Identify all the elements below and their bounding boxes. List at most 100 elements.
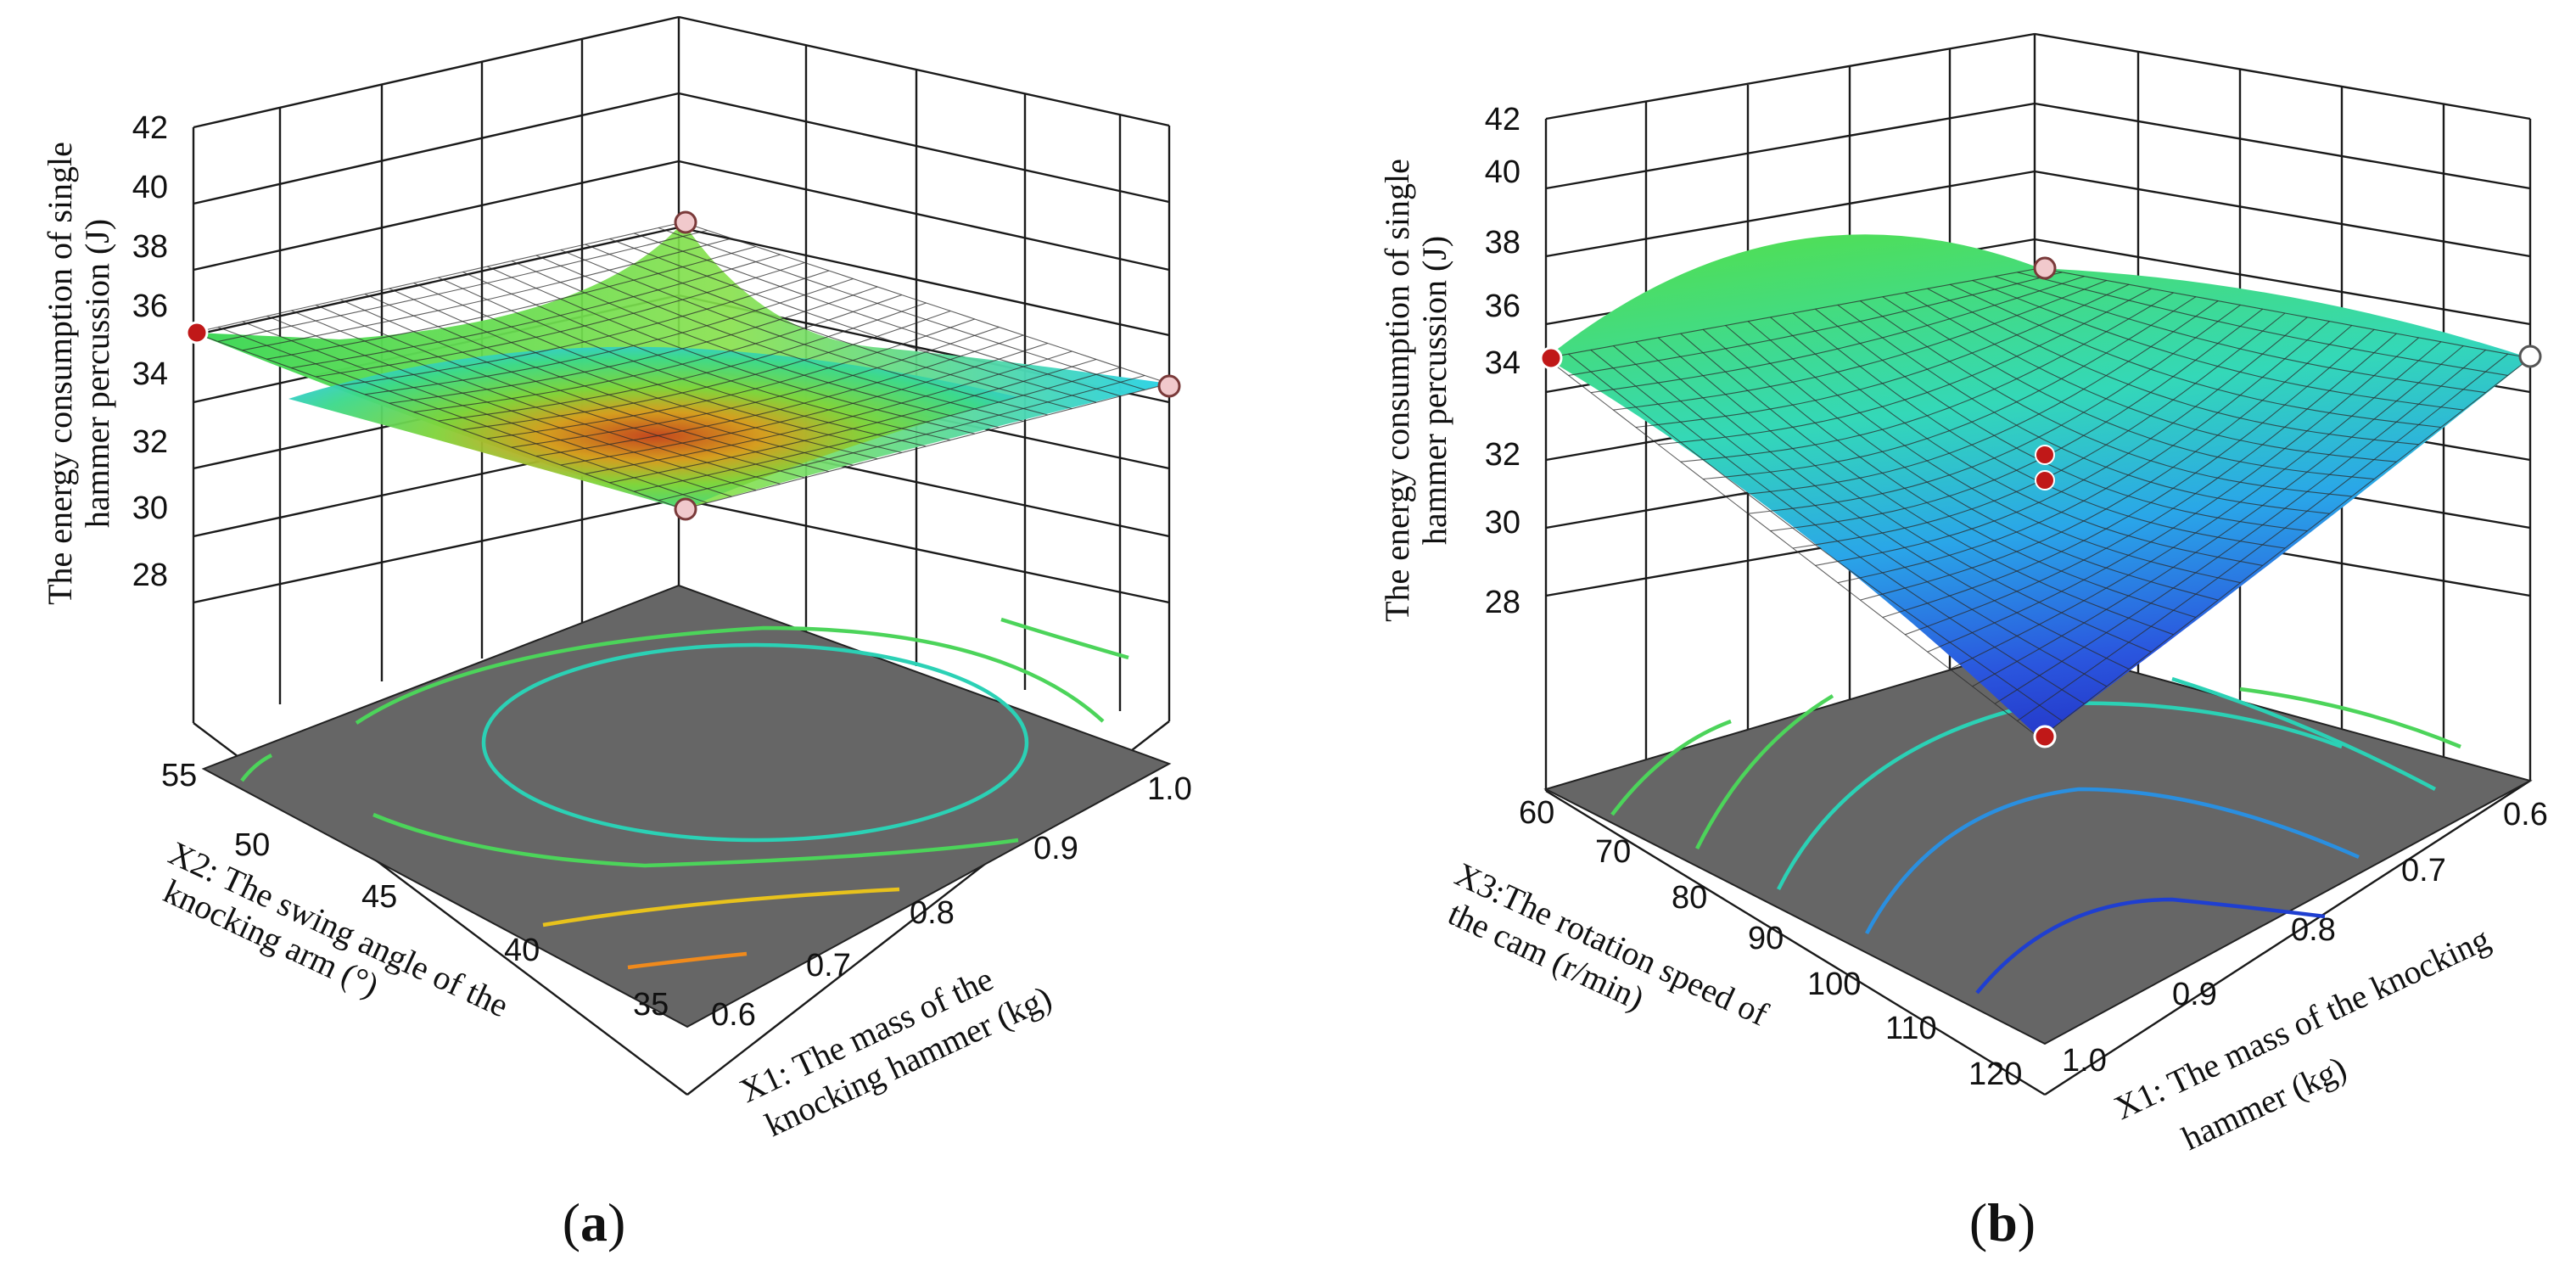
meshB-line <box>1613 345 2108 687</box>
panel-b-point-1 <box>1539 346 1563 370</box>
panel-a-x2-tick: 35 <box>633 987 669 1023</box>
panel-a-contour-6 <box>240 753 273 782</box>
panel-a-contour-1 <box>481 642 1029 843</box>
meshA-line <box>389 288 878 460</box>
panel-b-ztick: 34 <box>1485 345 1520 381</box>
meshB-line <box>1635 341 2130 670</box>
panel-a-contour-3 <box>372 812 1019 868</box>
meshB-line <box>1972 345 2464 687</box>
panel-a-x1-ticks: 0.6 0.7 0.8 0.9 1.0 <box>711 771 1192 1033</box>
panel-a-ztick: 34 <box>132 356 168 392</box>
panel-b-contour-7 <box>2171 676 2437 791</box>
meshB-line <box>1815 317 2308 566</box>
meshB-line <box>1680 333 2174 636</box>
meshB-line <box>1860 325 2353 601</box>
panel-a-contour-4 <box>542 887 900 928</box>
panel-a-x2-tick: 45 <box>361 879 397 915</box>
panel-b-x3-tick: 110 <box>1885 1011 1937 1046</box>
panel-b-x1-tick: 1.0 <box>2062 1043 2107 1079</box>
meshA-line <box>511 326 1000 448</box>
panel-b-ztick: 32 <box>1485 437 1520 473</box>
meshB-line <box>1927 337 2419 653</box>
panel-b-contour-2 <box>1694 694 1834 850</box>
panel-b-contour-5 <box>1975 897 2326 995</box>
panel-b-point-4 <box>2033 725 2057 748</box>
meshB-line <box>1994 349 2486 704</box>
meshB-line <box>1747 321 2241 584</box>
panel-b-ztick: 38 <box>1485 225 1520 261</box>
panel-b-contour-6 <box>2239 687 2461 749</box>
panel-a-x1-tick: 0.6 <box>711 997 756 1033</box>
meshB-line <box>1568 353 2063 722</box>
panel-b-ztick: 40 <box>1485 154 1520 190</box>
panel-b-ztick: 28 <box>1485 585 1520 620</box>
meshA-line <box>266 315 757 491</box>
meshA-line <box>462 310 951 430</box>
meshA-line <box>339 299 830 473</box>
panel-b-ztick: 42 <box>1485 102 1520 137</box>
panel-b-design-points <box>1539 256 2542 748</box>
meshB-line <box>1725 325 2219 601</box>
meshA-line <box>413 282 902 453</box>
meshB-line <box>1770 317 2263 566</box>
meshB-line <box>1657 337 2152 653</box>
meshA-line <box>316 304 805 479</box>
panel-b-x3-tick: 60 <box>1519 795 1554 831</box>
panel-b-zlabel-line2: hammer percussion (J) <box>1415 236 1453 545</box>
meshA-line <box>585 350 1072 474</box>
panel-a-letter: a <box>580 1192 608 1253</box>
meshA-line <box>193 332 684 510</box>
panel-a-ztick: 28 <box>132 558 168 593</box>
panel-a-x2-tick: 40 <box>504 933 540 968</box>
panel-a-zlabel-line2: hammer percussion (J) <box>78 219 116 528</box>
meshB-line <box>1905 333 2397 636</box>
meshA-line <box>658 374 1145 502</box>
panel-b-ztick: 36 <box>1485 289 1520 324</box>
panel-b-zlabel-line1: The energy consumption of single <box>1378 159 1416 622</box>
meshA-line <box>634 367 1121 492</box>
meshA-line <box>438 302 927 422</box>
panel-b-x1-tick: 0.6 <box>2503 797 2548 832</box>
panel-a-ztick: 36 <box>132 289 168 324</box>
meshB-line <box>1949 341 2442 670</box>
panel-a-point-1 <box>185 321 209 345</box>
panel-b-contour-4 <box>1865 787 2360 935</box>
panel-a-response-surface <box>193 221 1170 510</box>
panel-a-zlabel-line1: The energy consumption of single <box>41 142 79 605</box>
panel-b-x1-tick: 0.9 <box>2172 977 2217 1012</box>
panel-a-ztick: 40 <box>132 170 168 205</box>
panel-a-contour-5 <box>627 951 748 970</box>
panel-b-z-ticks: 42 40 38 36 34 32 30 28 <box>1485 102 1520 620</box>
meshA-line <box>291 310 781 485</box>
panel-b-letter: b <box>1987 1192 2018 1253</box>
panel-b-x3-ticks: 60 70 80 90 100 110 120 <box>1519 795 2022 1092</box>
meshA-line <box>242 321 732 497</box>
meshB-line <box>1545 357 2041 739</box>
panel-b-contour-floor <box>1543 643 2533 1045</box>
panel-a-ztick: 32 <box>132 424 168 460</box>
panel-a-x1-tick: 1.0 <box>1147 771 1192 807</box>
panel-b-x3-tick: 70 <box>1595 834 1631 870</box>
panel-a-ztick: 30 <box>132 490 168 526</box>
panel-b-x1-tick: 0.8 <box>2291 912 2336 948</box>
panel-a-point-4 <box>674 497 697 521</box>
panel-a-contour-7 <box>1000 617 1129 660</box>
panel-a-x1-tick: 0.7 <box>806 948 851 984</box>
panel-b-x3-tick: 100 <box>1807 967 1861 1002</box>
meshB-line <box>2039 357 2531 739</box>
panel-b-point-3 <box>2518 345 2542 368</box>
panel-b-x3-tick: 120 <box>1968 1056 2022 1092</box>
meshA-line <box>609 358 1097 484</box>
panel-b-x1-ticks: 0.6 0.7 0.8 0.9 1.0 <box>2062 797 2548 1079</box>
panel-a-ztick: 38 <box>132 229 168 265</box>
panel-a-x1-tick: 0.8 <box>910 895 955 931</box>
meshA-line <box>217 326 708 504</box>
panel-b-contour-1 <box>1610 719 1732 816</box>
panel-a-x2-ticks: 55 50 45 40 35 <box>161 758 669 1023</box>
panel-a-z-ticks: 42 40 38 36 34 32 30 28 <box>132 110 168 593</box>
panel-a-point-2 <box>674 210 697 234</box>
panel-a-x2-tick: 55 <box>161 758 197 793</box>
panel-a-contour-2 <box>355 625 1105 725</box>
panel-a-x2-tick: 50 <box>234 827 270 863</box>
